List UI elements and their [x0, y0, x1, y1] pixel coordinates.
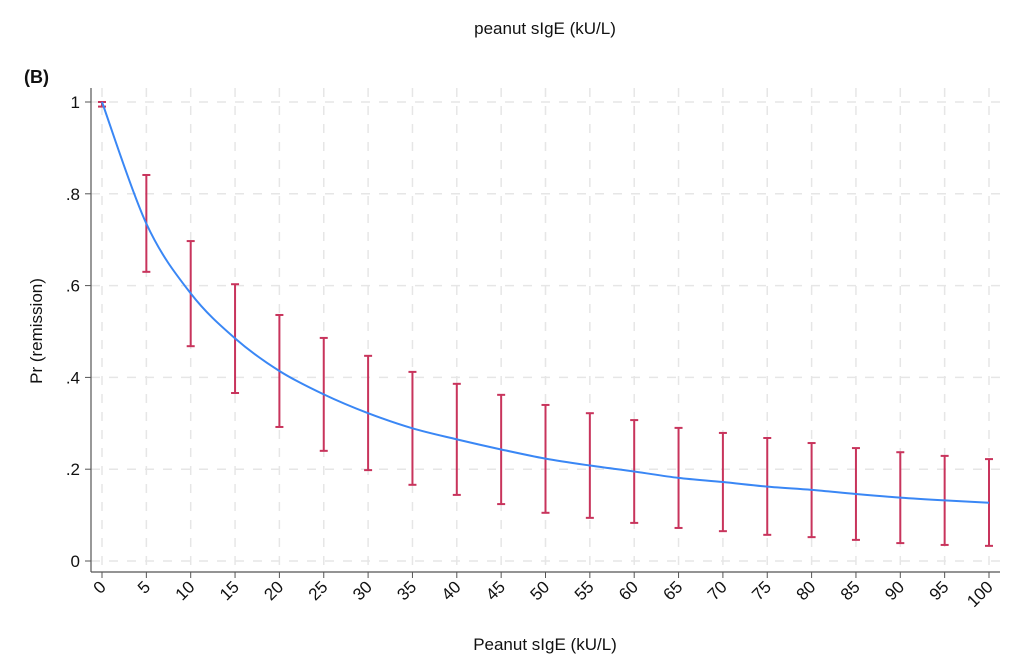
y-tick-label: .4: [66, 368, 80, 387]
prediction-line: [101, 101, 990, 504]
x-tick-label: 10: [172, 577, 199, 604]
chart-title: peanut sIgE (kU/L): [474, 19, 616, 38]
x-axis-label: Peanut sIgE (kU/L): [473, 635, 617, 654]
x-tick-label: 30: [349, 577, 376, 604]
x-tick-label: 55: [571, 577, 598, 604]
x-tick-label: 5: [134, 577, 154, 597]
x-tick-label: 15: [216, 577, 243, 604]
x-tick-label: 0: [90, 577, 110, 597]
y-axis-label: Pr (remission): [27, 278, 46, 384]
x-tick-label: 35: [393, 577, 420, 604]
x-tick-label: 90: [881, 577, 908, 604]
x-tick-label: 45: [482, 577, 509, 604]
y-tick-label: .8: [66, 185, 80, 204]
x-tick-label: 75: [748, 577, 775, 604]
x-tick-label: 60: [615, 577, 642, 604]
y-tick-label: 1: [71, 93, 80, 112]
x-tick-label: 100: [963, 577, 996, 610]
x-tick-label: 95: [926, 577, 953, 604]
y-tick-label: .6: [66, 277, 80, 296]
x-tick-label: 20: [260, 577, 287, 604]
x-tick-label: 50: [527, 577, 554, 604]
x-tick-label: 80: [793, 577, 820, 604]
x-tick-label: 65: [660, 577, 687, 604]
x-tick-label: 40: [438, 577, 465, 604]
y-tick-label: 0: [71, 552, 80, 571]
x-tick-label: 25: [305, 577, 332, 604]
panel-label: (B): [24, 67, 49, 87]
x-tick-label: 70: [704, 577, 731, 604]
y-tick-label: .2: [66, 460, 80, 479]
x-tick-label: 85: [837, 577, 864, 604]
